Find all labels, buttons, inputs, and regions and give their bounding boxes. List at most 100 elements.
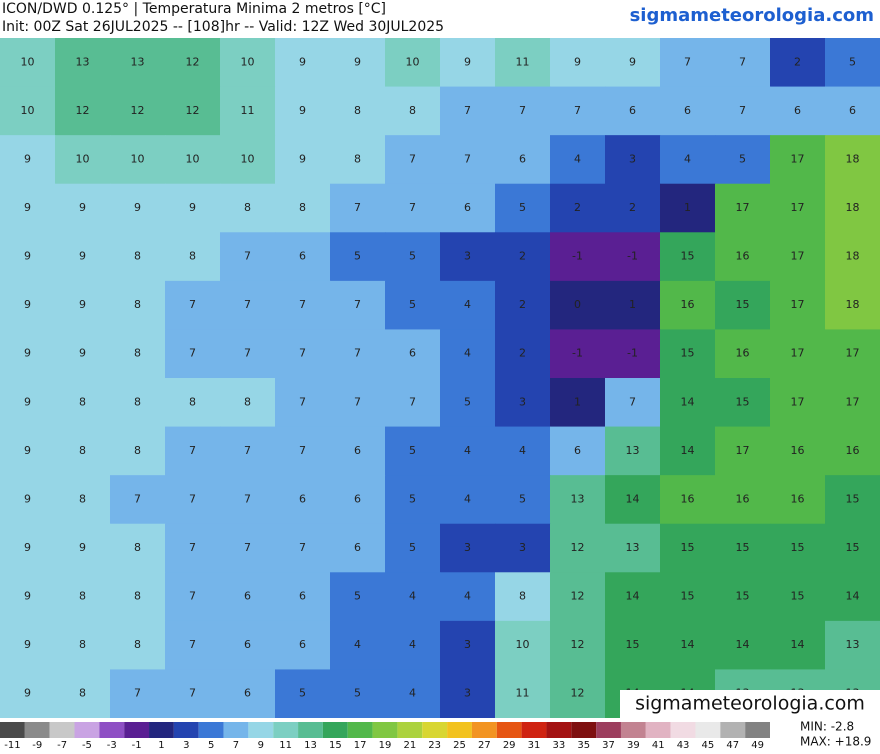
temp-cell bbox=[660, 426, 716, 476]
temp-cell bbox=[220, 135, 276, 185]
temp-cell bbox=[495, 426, 551, 476]
temp-value: 5 bbox=[354, 687, 361, 700]
temp-cell bbox=[55, 183, 111, 233]
site-name[interactable]: sigmameteorologia.com bbox=[630, 5, 874, 26]
temp-value: 6 bbox=[354, 444, 361, 457]
temp-cell bbox=[385, 329, 441, 379]
temp-cell bbox=[715, 475, 771, 525]
temp-cell bbox=[825, 329, 880, 379]
temp-value: 10 bbox=[131, 152, 145, 165]
temp-cell bbox=[825, 280, 880, 330]
temp-value: 17 bbox=[736, 444, 750, 457]
temp-cell bbox=[660, 572, 716, 622]
temp-value: 3 bbox=[519, 395, 526, 408]
temp-value: 5 bbox=[354, 590, 361, 603]
temp-value: 8 bbox=[354, 152, 361, 165]
colorbar-label: -11 bbox=[4, 740, 20, 750]
colorbar-label: -7 bbox=[57, 740, 67, 750]
temp-cell bbox=[0, 232, 56, 282]
temp-cell bbox=[715, 523, 771, 573]
temp-value: 4 bbox=[464, 298, 471, 311]
temp-cell bbox=[605, 232, 661, 282]
temp-value: 4 bbox=[464, 347, 471, 360]
temp-cell bbox=[330, 620, 386, 670]
temp-value: 17 bbox=[791, 152, 805, 165]
colorbar-label: 11 bbox=[279, 740, 292, 750]
temp-cell bbox=[165, 620, 221, 670]
temp-cell bbox=[110, 620, 166, 670]
temp-value: 13 bbox=[76, 55, 90, 68]
temp-value: 8 bbox=[409, 104, 416, 117]
temp-value: 7 bbox=[519, 104, 526, 117]
temp-cell bbox=[440, 378, 496, 428]
colorbar-label: 31 bbox=[528, 740, 541, 750]
colorbar-swatch bbox=[273, 722, 299, 738]
colorbar-label: 33 bbox=[553, 740, 566, 750]
temp-value: 3 bbox=[519, 541, 526, 554]
temp-cell bbox=[110, 475, 166, 525]
temp-value: 18 bbox=[846, 298, 860, 311]
temp-value: 7 bbox=[244, 250, 251, 263]
temp-value: 7 bbox=[574, 104, 581, 117]
temp-cell bbox=[385, 669, 441, 719]
temp-value: 16 bbox=[791, 492, 805, 505]
temp-cell bbox=[330, 86, 386, 136]
temp-cell bbox=[550, 38, 606, 88]
colorbar-label: 23 bbox=[428, 740, 441, 750]
colorbar-swatch bbox=[99, 722, 125, 738]
temp-value: 2 bbox=[794, 55, 801, 68]
temp-cell bbox=[605, 475, 661, 525]
temp-cell bbox=[385, 572, 441, 622]
temp-cell bbox=[330, 572, 386, 622]
temp-cell bbox=[715, 329, 771, 379]
temp-value: 14 bbox=[791, 638, 805, 651]
temp-value: 7 bbox=[244, 444, 251, 457]
colorbar-label: 37 bbox=[602, 740, 615, 750]
temp-value: 9 bbox=[24, 638, 31, 651]
temp-cell bbox=[550, 669, 606, 719]
temp-value: 9 bbox=[464, 55, 471, 68]
temp-value: 8 bbox=[189, 250, 196, 263]
temp-value: 11 bbox=[516, 687, 530, 700]
temp-cell bbox=[220, 183, 276, 233]
colorbar-swatch bbox=[124, 722, 150, 738]
temp-cell bbox=[220, 329, 276, 379]
temp-value: 4 bbox=[409, 590, 416, 603]
temp-cell bbox=[605, 426, 661, 476]
temp-value: 7 bbox=[189, 687, 196, 700]
temp-value: 8 bbox=[134, 590, 141, 603]
temp-cell bbox=[0, 280, 56, 330]
temp-cell bbox=[440, 572, 496, 622]
colorbar-swatch bbox=[173, 722, 199, 738]
temp-value: 9 bbox=[24, 395, 31, 408]
temp-value: 18 bbox=[846, 152, 860, 165]
temp-cell bbox=[275, 135, 331, 185]
temp-cell bbox=[165, 280, 221, 330]
temp-value: 8 bbox=[134, 250, 141, 263]
colorbar-swatch bbox=[496, 722, 522, 738]
temp-value: 11 bbox=[241, 104, 255, 117]
colorbar-label: -9 bbox=[32, 740, 42, 750]
temp-value: 4 bbox=[354, 638, 361, 651]
temp-value: 7 bbox=[354, 201, 361, 214]
temp-cell bbox=[220, 280, 276, 330]
temp-value: 7 bbox=[739, 104, 746, 117]
temp-cell bbox=[440, 426, 496, 476]
temp-value: 8 bbox=[79, 590, 86, 603]
temp-value: 9 bbox=[24, 444, 31, 457]
temp-value: 7 bbox=[409, 395, 416, 408]
colorbar-label: -1 bbox=[132, 740, 142, 750]
temp-cell bbox=[550, 523, 606, 573]
temp-cell bbox=[770, 329, 826, 379]
temp-value: 17 bbox=[791, 347, 805, 360]
temp-value: 8 bbox=[79, 638, 86, 651]
temp-cell bbox=[550, 280, 606, 330]
temp-value: 5 bbox=[409, 444, 416, 457]
colorbar-swatch bbox=[223, 722, 249, 738]
temp-value: 15 bbox=[681, 347, 695, 360]
temp-value: 9 bbox=[24, 298, 31, 311]
colorbar-swatch bbox=[620, 722, 646, 738]
colorbar-swatch bbox=[695, 722, 721, 738]
title: ICON/DWD 0.125° | Temperatura Minima 2 m… bbox=[2, 1, 386, 17]
temp-cell bbox=[825, 378, 880, 428]
